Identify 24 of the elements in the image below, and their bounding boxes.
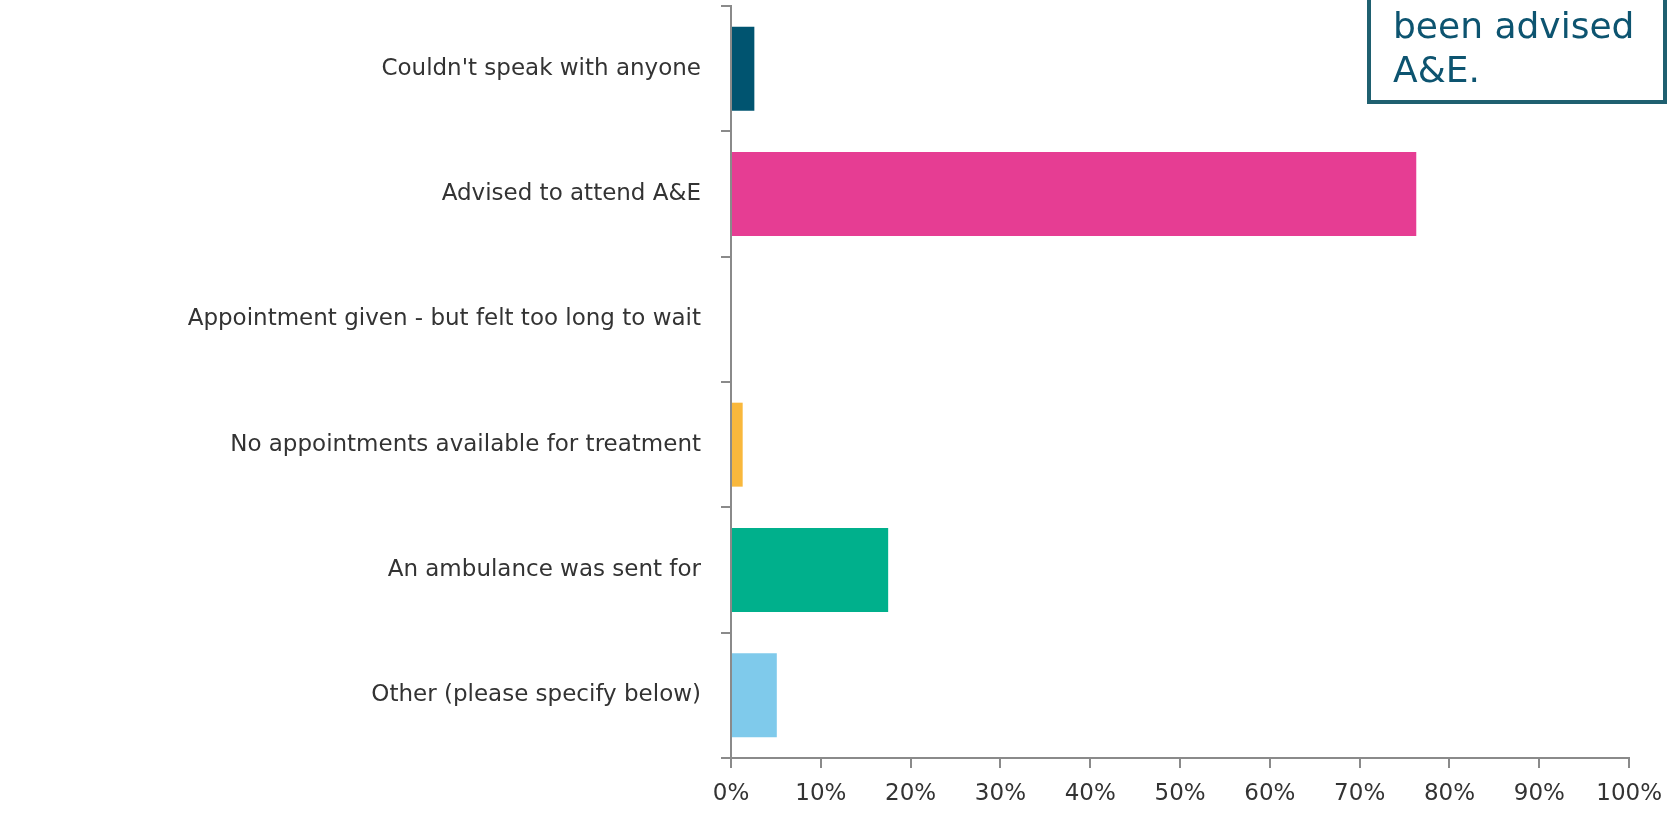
- x-tick-label: 80%: [1423, 778, 1476, 805]
- x-tick-label: 40%: [1064, 778, 1116, 805]
- y-tick-label: Couldn't speak with anyone: [381, 53, 701, 80]
- x-tick-label: 100%: [1596, 778, 1663, 805]
- x-tick-label: 30%: [974, 778, 1026, 805]
- bar: [732, 653, 777, 738]
- callout-box: been advised A&E.: [1367, 0, 1667, 104]
- x-tick-label: 70%: [1334, 778, 1386, 805]
- x-tick-label: 50%: [1154, 778, 1206, 805]
- annotation: been advised A&E.: [1393, 4, 1636, 92]
- x-tick-label: 10%: [795, 778, 847, 805]
- y-tick-label: An ambulance was sent for: [387, 554, 702, 581]
- x-tick-label: 60%: [1244, 778, 1296, 805]
- bar: [732, 402, 743, 487]
- y-tick-label: Appointment given - but felt too long to wait: [187, 304, 701, 331]
- x-tick-label: 20%: [885, 778, 937, 805]
- y-tick-label: Other (please specify below): [371, 680, 701, 707]
- y-tick-label: Advised to attend A&E: [441, 178, 701, 205]
- y-tick-label: No appointments available for treatment: [230, 429, 701, 456]
- x-tick-label: 90%: [1513, 778, 1565, 805]
- bar: [732, 152, 1417, 236]
- bar: [732, 26, 755, 111]
- x-tick-label: 0%: [712, 778, 750, 805]
- bar: [732, 528, 889, 612]
